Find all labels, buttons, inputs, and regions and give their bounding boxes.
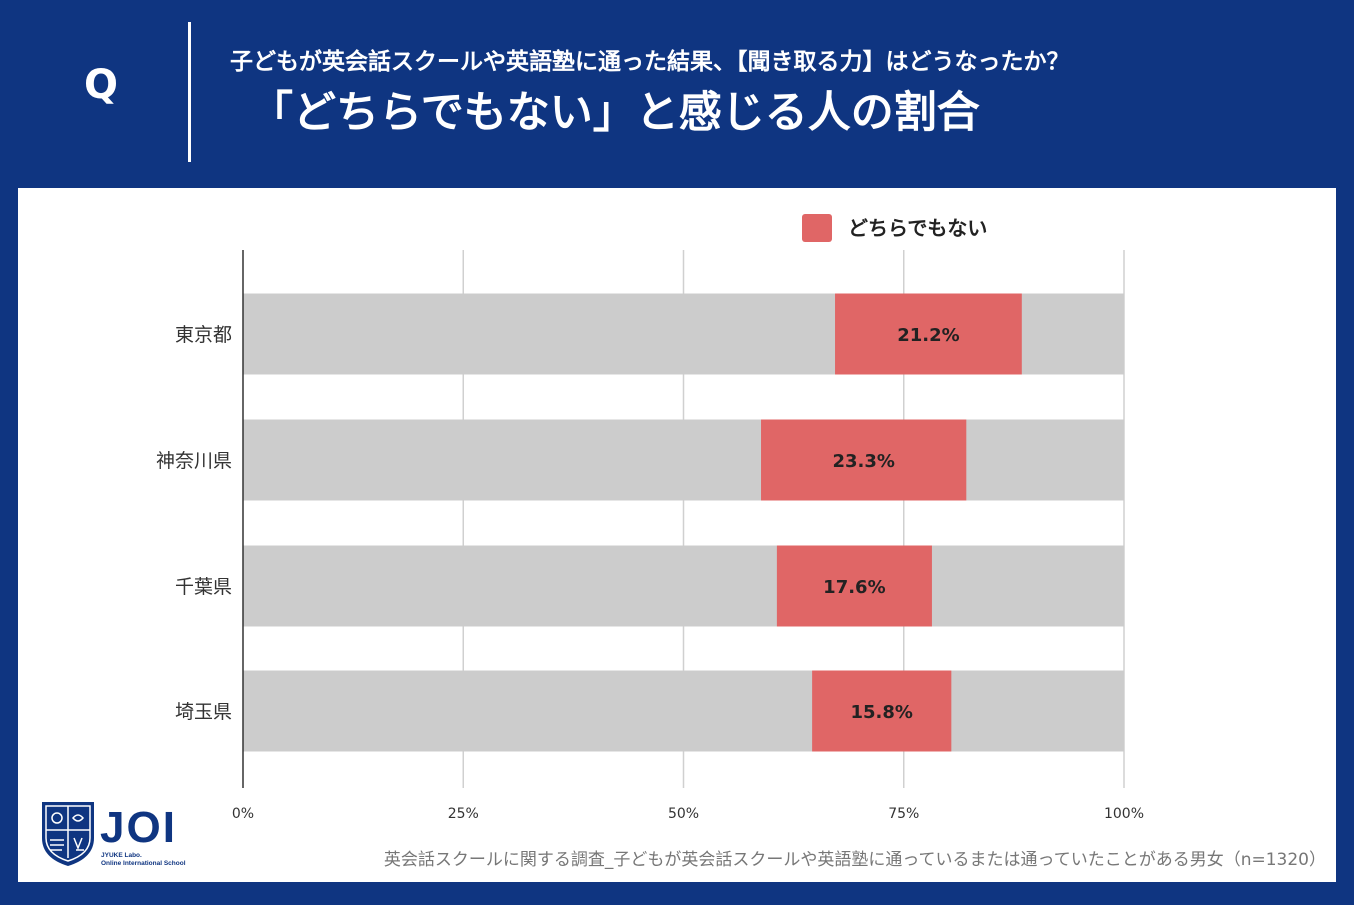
legend-swatch	[802, 214, 832, 242]
logo-wordmark: JOI	[100, 803, 177, 852]
x-tick-label: 25%	[448, 806, 479, 822]
data-label: 21.2%	[897, 325, 959, 346]
bar-segment	[835, 293, 1022, 375]
x-tick-label: 0%	[232, 806, 254, 822]
question-text: 子どもが英会話スクールや英語塾に通った結果、【聞き取る力】はどうなったか？	[230, 49, 1070, 75]
header-divider	[188, 22, 191, 162]
bar-track	[243, 545, 1124, 627]
category-label: 東京都	[175, 324, 232, 346]
data-label: 15.8%	[850, 702, 912, 723]
data-label: 23.3%	[832, 451, 894, 472]
bar-segment	[761, 419, 967, 501]
logo-subtitle: JYUKE Labo.	[101, 852, 142, 859]
category-label: 千葉県	[175, 576, 232, 598]
data-label: 17.6%	[823, 577, 885, 598]
source-note: 英会話スクールに関する調査_子どもが英会話スクールや英語塾に通っているまたは通っ…	[383, 850, 1326, 870]
legend-label: どちらでもない	[848, 216, 987, 240]
bar-track	[243, 670, 1124, 752]
x-tick-label: 100%	[1104, 806, 1144, 822]
bar-segment	[776, 545, 932, 627]
category-label: 埼玉県	[175, 701, 232, 723]
question-marker: Q	[84, 62, 119, 108]
chart-panel: 0% 25% 50% 75% 100% 21.2% 東京都 23.3% 神奈川県 17.6% 千葉県…	[18, 188, 1336, 882]
bar-track	[243, 419, 1124, 501]
page-title: 「どちらでもない」と感じる人の割合	[250, 88, 980, 138]
joi-logo-emblem	[42, 802, 94, 866]
category-label: 神奈川県	[156, 450, 232, 472]
bar-segment	[812, 670, 952, 752]
x-tick-label: 75%	[888, 806, 919, 822]
x-tick-label: 50%	[668, 806, 699, 822]
bar-chart: 0% 25% 50% 75% 100% 21.2% 東京都 23.3% 神奈川県 17.6% 千葉県…	[156, 214, 1144, 822]
logo-subtitle-school: Online International School	[101, 860, 186, 867]
